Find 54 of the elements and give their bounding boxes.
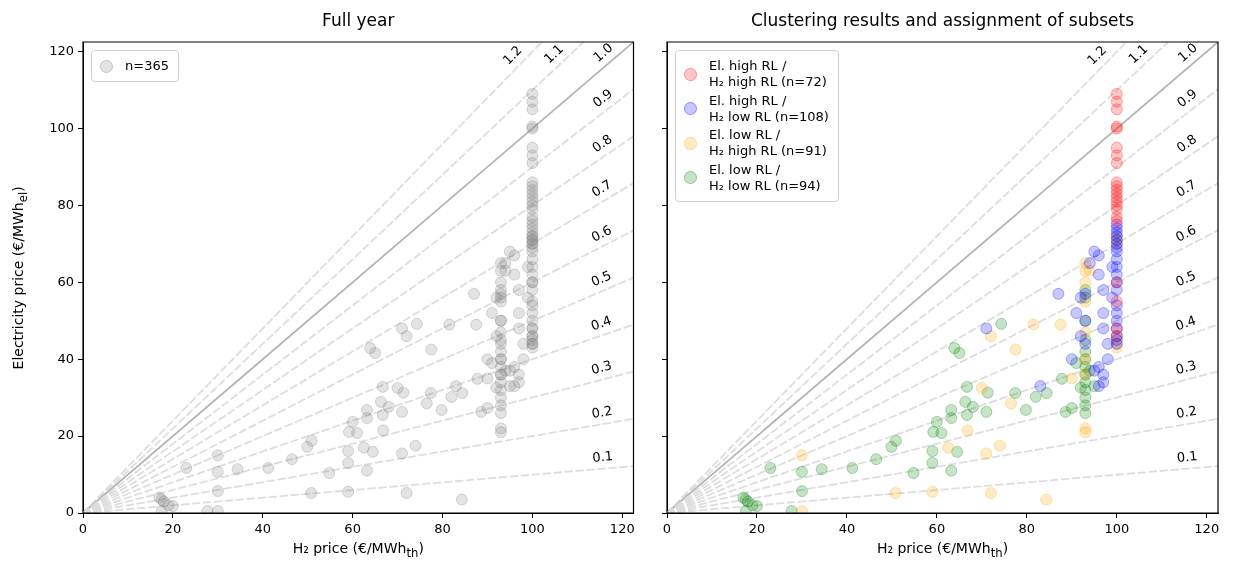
y-tick-label: 120 — [49, 42, 74, 58]
x-tick-label: 40 — [254, 521, 272, 537]
annotation: 0.2 — [590, 402, 614, 422]
y-tick-label: 60 — [57, 273, 74, 289]
y-tick-label: 0 — [65, 504, 74, 520]
annotation: 0.1 — [591, 448, 614, 465]
x-tick-label: 80 — [434, 521, 451, 537]
annotation: 0.6 — [1173, 221, 1199, 245]
annotation: 1.0 — [1174, 39, 1201, 65]
annotation: 0.5 — [588, 267, 614, 290]
chart-title: Full year — [321, 10, 396, 30]
annotation: 0.8 — [1173, 131, 1200, 156]
y-tick-label: 40 — [57, 350, 74, 366]
x-axis-title: H₂ price (€/MWh$_{th}$) — [291, 540, 425, 560]
x-tick-label: 80 — [1018, 521, 1036, 537]
annotation: 1.1 — [540, 41, 567, 67]
y-tick-label: 80 — [57, 196, 74, 212]
x-tick-label: 60 — [344, 521, 361, 537]
x-axis-title: H₂ price (€/MWh$_{th}$) — [875, 540, 1010, 560]
x-tick-label: 0 — [662, 521, 672, 537]
annotation: 0.3 — [589, 357, 614, 378]
annotation: 0.5 — [1173, 267, 1199, 290]
annotation: 0.7 — [1173, 176, 1199, 200]
annotation: 1.2 — [1084, 42, 1110, 68]
y-tick-label: 100 — [49, 119, 74, 135]
annotation: 0.8 — [589, 131, 615, 156]
legend-label: n=365 — [125, 58, 169, 75]
legend-label: El. high RL / H₂ low RL (n=108) — [709, 92, 829, 125]
x-tick-label: 0 — [78, 521, 88, 537]
annotation: 0.3 — [1174, 357, 1198, 378]
annotation: 1.2 — [499, 42, 525, 68]
x-tick-label: 100 — [1104, 521, 1130, 537]
annotation: 0.9 — [1174, 85, 1200, 111]
x-tick-label: 60 — [928, 521, 946, 537]
chart-title: Clustering results and assignment of subsets — [749, 10, 1136, 30]
x-tick-label: 40 — [838, 521, 856, 537]
x-tick-label: 120 — [609, 521, 635, 537]
legend-label: El. low RL / H₂ high RL (n=91) — [709, 127, 827, 160]
annotation: 0.6 — [588, 221, 614, 245]
annotation: 0.2 — [1174, 402, 1198, 422]
y-tick-label: 20 — [57, 427, 74, 443]
legend-label: El. high RL / H₂ high RL (n=72) — [709, 58, 827, 91]
x-tick-label: 100 — [519, 521, 545, 537]
annotation: 0.9 — [589, 85, 616, 111]
x-tick-label: 20 — [164, 521, 182, 537]
x-tick-label: 20 — [748, 521, 766, 537]
annotation: 0.1 — [1176, 448, 1199, 465]
annotation: 0.4 — [1173, 312, 1198, 334]
legend-label: El. low RL / H₂ low RL (n=94) — [709, 161, 821, 194]
annotation: 1.1 — [1125, 41, 1151, 67]
annotation: 1.0 — [590, 39, 616, 65]
annotation: 0.4 — [588, 312, 614, 334]
x-tick-label: 120 — [1194, 521, 1220, 537]
annotation: 0.7 — [588, 176, 615, 200]
